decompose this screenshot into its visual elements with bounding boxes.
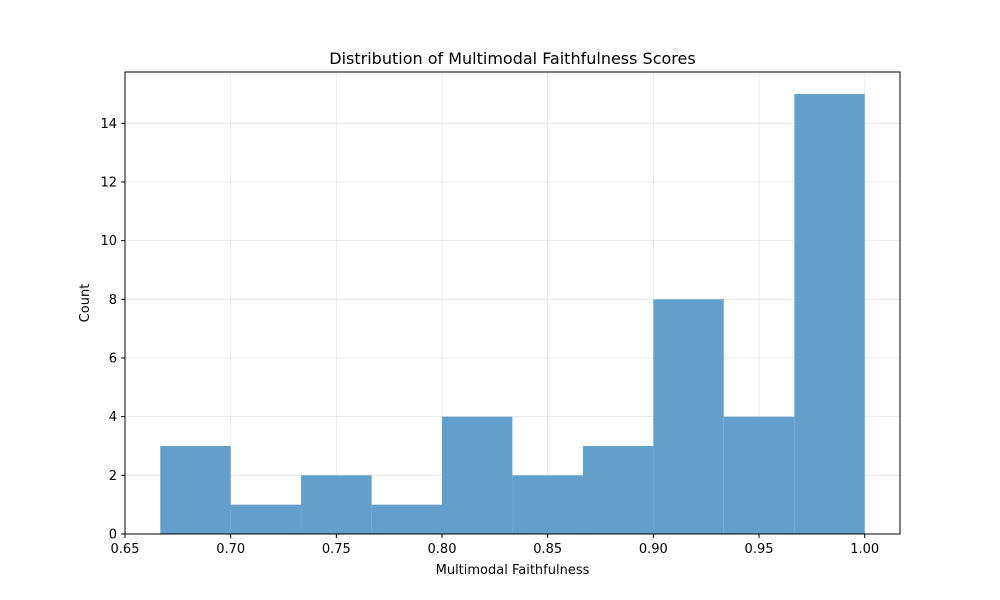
histogram-bar: [653, 299, 724, 534]
y-tick-label: 6: [109, 352, 117, 367]
y-tick-label: 0: [109, 528, 117, 543]
y-axis-label: Count: [78, 284, 93, 323]
y-tick-label: 14: [100, 117, 117, 132]
y-tick-label: 10: [100, 234, 117, 249]
histogram-bar: [794, 94, 865, 534]
x-tick-label: 0.70: [216, 542, 245, 557]
histogram-bar: [301, 475, 372, 534]
x-tick-label: 0.85: [533, 542, 562, 557]
histogram-bar: [723, 416, 795, 534]
x-tick-label: 0.90: [639, 542, 668, 557]
histogram-bar: [582, 446, 654, 534]
bars: [160, 94, 865, 534]
histogram-bar: [371, 504, 443, 534]
x-tick-label: 0.80: [428, 542, 457, 557]
x-tick-label: 0.65: [111, 542, 140, 557]
y-tick-label: 12: [100, 176, 117, 191]
x-tick-label: 0.75: [322, 542, 351, 557]
y-tick-label: 2: [109, 469, 117, 484]
x-tick-label: 1.00: [850, 542, 879, 557]
histogram-bar: [230, 504, 302, 534]
x-tick-label: 0.95: [745, 542, 774, 557]
y-axis-ticks: 0 2 4 6 8 10 12 14: [100, 117, 125, 543]
chart-title: Distribution of Multimodal Faithfulness …: [329, 49, 695, 68]
histogram-bar: [512, 475, 583, 534]
x-axis-ticks: 0.65 0.70 0.75 0.80 0.85 0.90 0.95 1.00: [111, 534, 879, 557]
histogram-bar: [160, 446, 231, 534]
x-axis-label: Multimodal Faithfulness: [436, 563, 590, 578]
y-tick-label: 4: [109, 410, 117, 425]
plot-frame: [124, 71, 901, 535]
y-tick-label: 8: [109, 293, 117, 308]
histogram-bar: [442, 416, 513, 534]
